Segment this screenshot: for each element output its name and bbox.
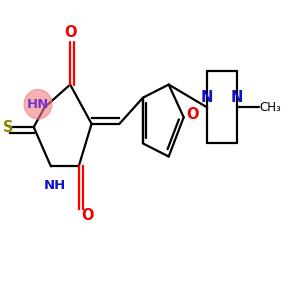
- Text: O: O: [64, 25, 76, 40]
- Text: O: O: [186, 106, 199, 122]
- Text: N: N: [231, 90, 243, 105]
- Text: NH: NH: [44, 179, 66, 193]
- Text: O: O: [81, 208, 94, 223]
- Text: CH₃: CH₃: [260, 101, 281, 114]
- Text: N: N: [201, 90, 213, 105]
- Ellipse shape: [24, 89, 52, 119]
- Text: S: S: [3, 120, 13, 135]
- Text: HN: HN: [27, 98, 49, 111]
